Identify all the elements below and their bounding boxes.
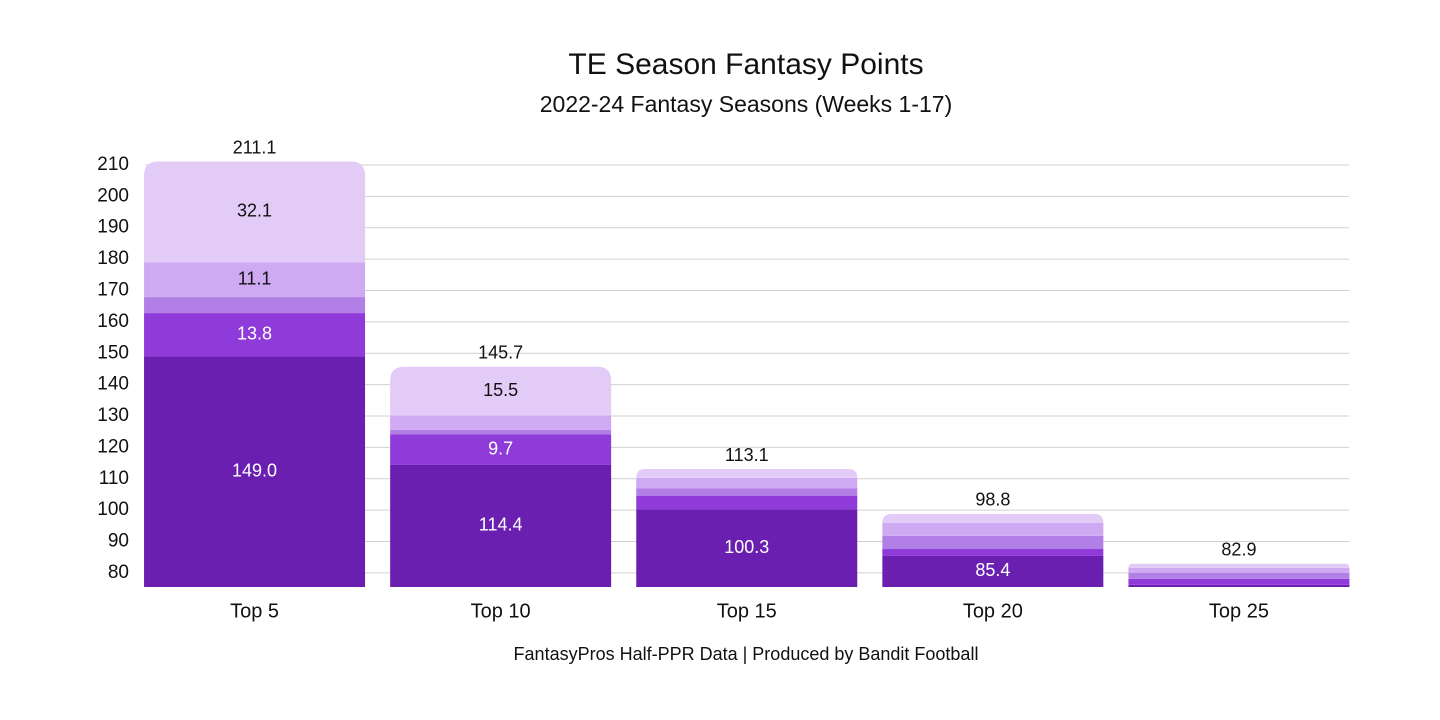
x-tick-label: Top 25	[1209, 600, 1269, 622]
bar-segment	[144, 262, 366, 298]
y-tick-label: 130	[97, 405, 129, 426]
bar-segment	[144, 313, 366, 357]
bar-segment	[1128, 578, 1350, 585]
total-label: 98.8	[975, 490, 1010, 510]
total-label: 113.1	[725, 445, 769, 465]
segment-label: 13.8	[237, 323, 272, 343]
y-tick-label: 180	[97, 248, 129, 269]
total-label: 211.1	[233, 137, 277, 157]
bar-segment	[636, 496, 858, 510]
x-tick-label: Top 20	[963, 600, 1023, 622]
bar-segment	[144, 297, 366, 314]
x-tick-label: Top 10	[471, 600, 531, 622]
y-tick-label: 190	[97, 217, 129, 238]
bar-segment	[1128, 567, 1350, 573]
bar-segment	[390, 415, 612, 430]
bar-segment	[636, 477, 858, 489]
total-label: 82.9	[1221, 540, 1256, 560]
chart-subtitle: 2022-24 Fantasy Seasons (Weeks 1-17)	[540, 91, 953, 117]
bar-segment	[882, 513, 1104, 523]
y-tick-label: 150	[97, 342, 129, 363]
segment-label: 100.3	[724, 537, 769, 557]
bar-segment	[390, 429, 612, 435]
bar-segment	[390, 366, 612, 416]
bar-segment	[390, 434, 612, 465]
y-tick-label: 140	[97, 374, 129, 395]
segment-label: 11.1	[238, 268, 272, 288]
bar-segment	[882, 555, 1104, 587]
chart-title: TE Season Fantasy Points	[568, 48, 923, 81]
bar-segment	[636, 469, 858, 478]
bar-segment	[390, 464, 612, 587]
bar-segment	[1128, 584, 1350, 587]
chart-footer: FantasyPros Half-PPR Data | Produced by …	[514, 644, 979, 664]
segment-label: 85.4	[975, 560, 1010, 580]
segment-label: 114.4	[479, 515, 523, 535]
bar-segment	[882, 522, 1104, 536]
y-tick-label: 170	[97, 280, 129, 301]
segment-label: 9.7	[488, 438, 513, 458]
bar-segment	[636, 488, 858, 497]
y-tick-label: 110	[99, 468, 129, 489]
segment-label: 149.0	[232, 460, 277, 480]
x-tick-label: Top 15	[717, 600, 777, 622]
bar-segment	[1128, 563, 1350, 568]
bar-segment	[882, 535, 1104, 550]
bar-segment	[636, 509, 858, 587]
y-tick-label: 100	[97, 499, 129, 520]
bar-segment	[1128, 572, 1350, 579]
total-label: 145.7	[478, 342, 523, 362]
segment-label: 32.1	[237, 201, 272, 221]
bar-segment	[144, 161, 366, 263]
x-tick-label: Top 5	[230, 600, 279, 622]
y-tick-label: 200	[97, 185, 129, 206]
y-tick-label: 90	[108, 531, 129, 552]
bar-segment	[144, 356, 366, 587]
y-tick-label: 80	[108, 562, 129, 583]
segment-label: 15.5	[483, 380, 518, 400]
y-tick-label: 120	[97, 436, 129, 457]
y-tick-label: 160	[97, 311, 129, 332]
y-tick-label: 210	[97, 154, 129, 175]
bar-segment	[882, 549, 1104, 556]
